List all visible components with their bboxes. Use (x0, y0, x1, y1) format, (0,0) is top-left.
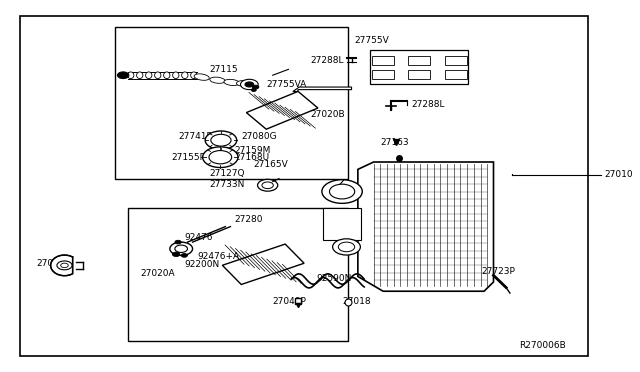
Bar (372, 57, 394, 65)
Text: 27280: 27280 (235, 215, 263, 224)
Bar (408, 70, 431, 79)
Bar (372, 70, 394, 79)
Circle shape (203, 147, 238, 167)
Circle shape (61, 263, 68, 267)
Circle shape (241, 79, 258, 90)
Bar (445, 57, 467, 65)
Bar (323, 208, 361, 240)
Bar (371, 51, 468, 84)
Text: 27020A: 27020A (140, 269, 175, 278)
Circle shape (253, 85, 259, 89)
Polygon shape (358, 162, 493, 291)
Ellipse shape (224, 79, 239, 86)
Circle shape (245, 82, 253, 87)
Text: 27159M: 27159M (235, 146, 271, 155)
Ellipse shape (191, 72, 197, 78)
Circle shape (209, 151, 232, 164)
Text: 27018: 27018 (342, 297, 371, 306)
Text: 27741R: 27741R (178, 132, 212, 141)
Circle shape (322, 180, 362, 203)
Circle shape (181, 254, 188, 257)
Polygon shape (293, 87, 351, 92)
Ellipse shape (173, 72, 179, 78)
Circle shape (262, 182, 273, 189)
Text: 27733N: 27733N (209, 180, 245, 189)
Circle shape (118, 72, 129, 78)
Ellipse shape (136, 72, 143, 78)
Text: 27010: 27010 (604, 170, 632, 179)
Text: 27723P: 27723P (481, 267, 515, 276)
Ellipse shape (164, 72, 170, 78)
Bar (127, 208, 348, 341)
Text: 92476: 92476 (184, 233, 213, 242)
Ellipse shape (194, 74, 209, 80)
Text: 92200N: 92200N (184, 260, 220, 269)
Text: 27040P: 27040P (273, 297, 307, 306)
Circle shape (257, 179, 278, 191)
Circle shape (252, 89, 256, 92)
Circle shape (175, 240, 181, 244)
Ellipse shape (145, 72, 152, 78)
Text: 27115: 27115 (209, 65, 238, 74)
Text: 27020C: 27020C (36, 259, 71, 268)
Circle shape (211, 134, 231, 146)
Text: 27165V: 27165V (253, 160, 289, 169)
Circle shape (333, 239, 360, 255)
Text: 27755VA: 27755VA (266, 80, 307, 89)
Text: R270006B: R270006B (519, 341, 566, 350)
Text: 27163: 27163 (380, 138, 408, 147)
Ellipse shape (236, 80, 252, 86)
Text: 27168U: 27168U (235, 153, 270, 162)
Text: 27288L: 27288L (412, 100, 445, 109)
Ellipse shape (182, 72, 188, 78)
Polygon shape (51, 255, 72, 276)
Text: 27155P: 27155P (172, 153, 205, 162)
Text: 92590N: 92590N (317, 274, 352, 283)
Ellipse shape (210, 77, 225, 83)
Text: 27288L: 27288L (310, 56, 344, 65)
Bar (222, 244, 304, 285)
Ellipse shape (127, 72, 134, 78)
Bar (115, 27, 348, 179)
Text: 27020B: 27020B (310, 109, 345, 119)
Circle shape (170, 242, 193, 256)
Bar (408, 57, 431, 65)
Text: 27127Q: 27127Q (209, 169, 245, 177)
Text: 27080G: 27080G (241, 132, 276, 141)
Circle shape (57, 261, 72, 270)
Circle shape (339, 242, 355, 252)
Bar (246, 92, 318, 129)
Bar (445, 70, 467, 79)
Text: 92476+A: 92476+A (197, 252, 239, 262)
Circle shape (175, 245, 188, 253)
Ellipse shape (155, 72, 161, 78)
Circle shape (172, 252, 180, 257)
Circle shape (205, 131, 237, 150)
Text: 27755V: 27755V (355, 36, 390, 45)
Circle shape (330, 184, 355, 199)
